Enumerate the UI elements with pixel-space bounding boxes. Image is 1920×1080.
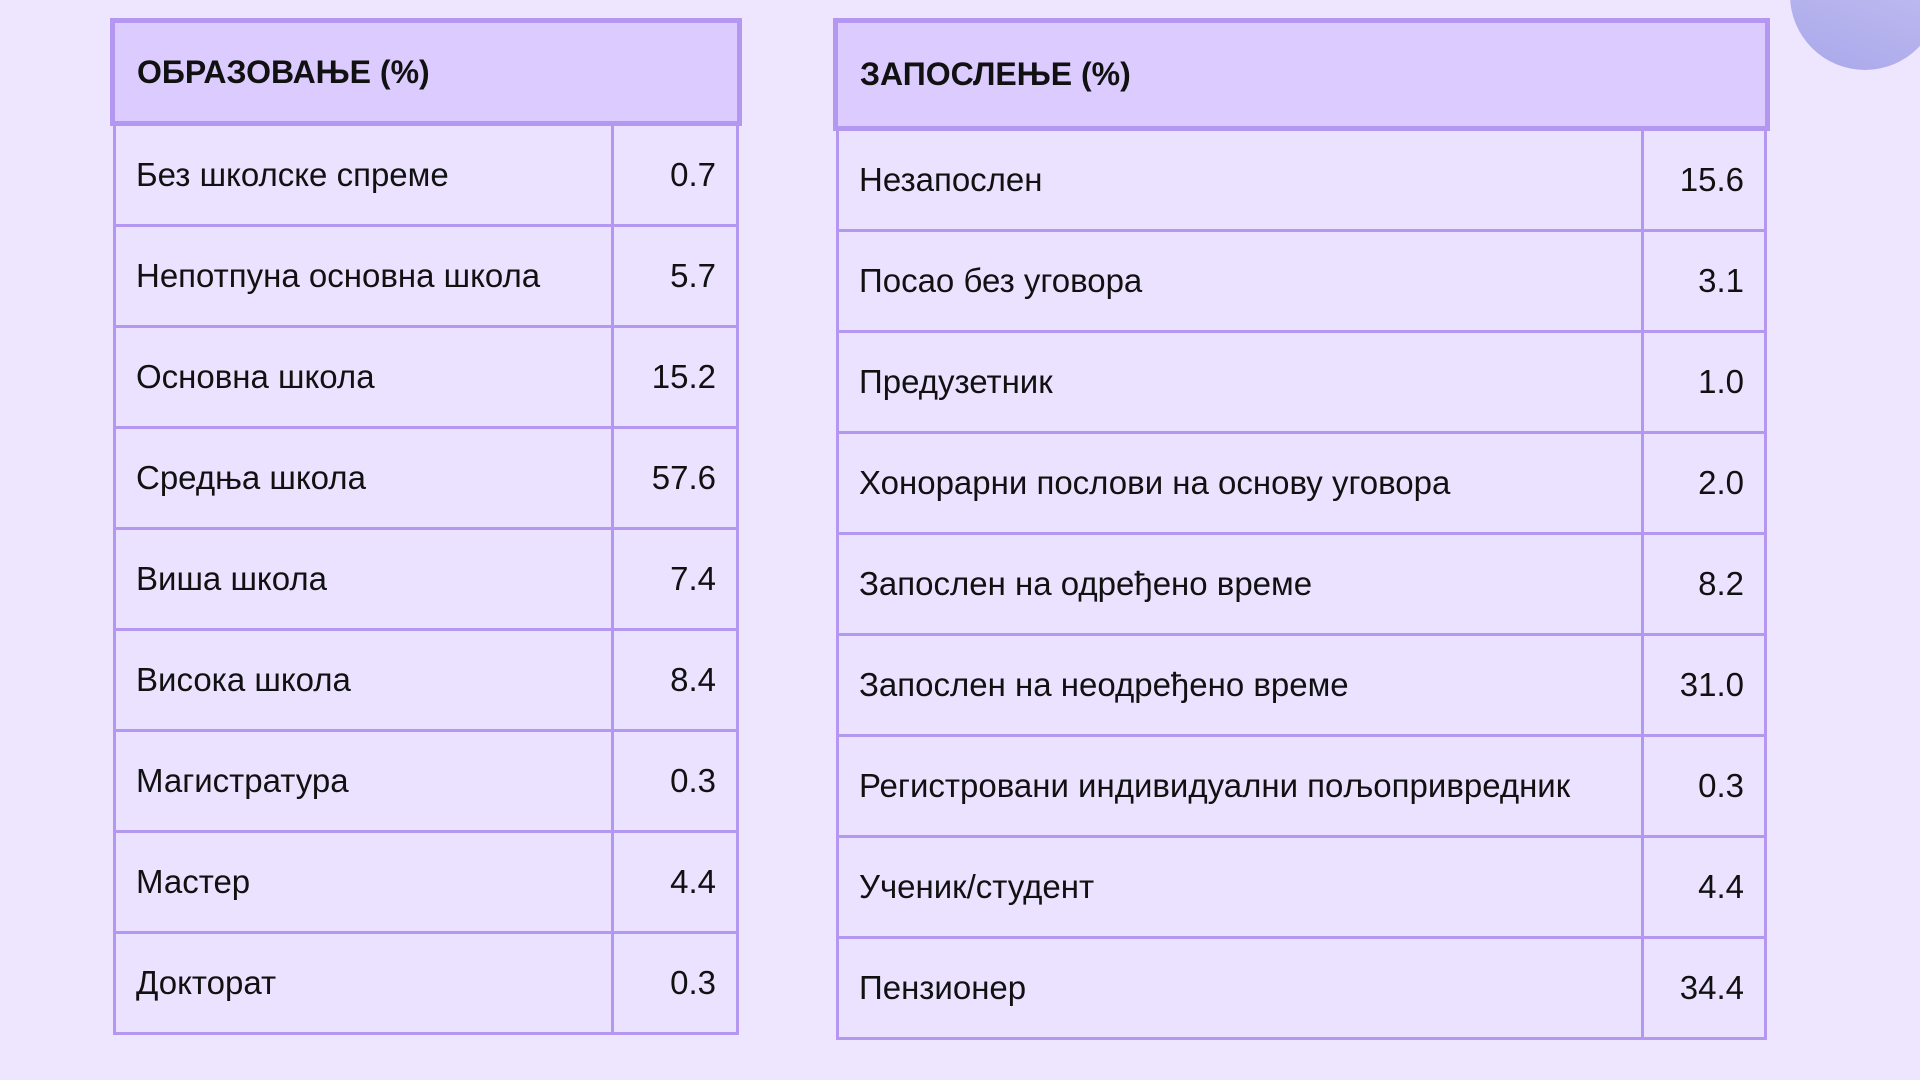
row-label: Мастер xyxy=(116,833,614,931)
row-label: Виша школа xyxy=(116,530,614,628)
row-label: Регистровани индивидуални пољопривредник xyxy=(839,737,1644,835)
table-row: Пензионер 34.4 xyxy=(839,936,1764,1037)
row-value: 8.4 xyxy=(670,661,716,698)
table-row: Незапослен 15.6 xyxy=(839,131,1764,229)
row-label: Пензионер xyxy=(839,939,1644,1037)
row-label: Хонорарни послови на основу уговора xyxy=(839,434,1644,532)
row-label: Основна школа xyxy=(116,328,614,426)
row-label: Без школске спреме xyxy=(116,126,614,224)
row-label: Висока школа xyxy=(116,631,614,729)
employment-table: ЗАПОСЛЕЊЕ (%) Незапослен 15.6 Посао без уго… xyxy=(833,18,1770,1040)
table-row: Мастер 4.4 xyxy=(116,830,736,931)
table-row: Средња школа 57.6 xyxy=(116,426,736,527)
table-row: Запослен на неодређено време 31.0 xyxy=(839,633,1764,734)
row-value: 1.0 xyxy=(1698,363,1744,400)
row-label: Непотпуна основна школа xyxy=(116,227,614,325)
row-label: Посао без уговора xyxy=(839,232,1644,330)
table-row: Посао без уговора 3.1 xyxy=(839,229,1764,330)
row-value: 4.4 xyxy=(1698,868,1744,905)
row-value: 8.2 xyxy=(1698,565,1744,602)
row-label: Запослен на неодређено време xyxy=(839,636,1644,734)
row-value: 5.7 xyxy=(670,257,716,294)
row-value: 3.1 xyxy=(1698,262,1744,299)
table-row: Без школске спреме 0.7 xyxy=(116,126,736,224)
row-value: 7.4 xyxy=(670,560,716,597)
row-value: 0.3 xyxy=(670,964,716,1001)
row-value: 0.7 xyxy=(670,156,716,193)
row-value: 57.6 xyxy=(651,459,716,496)
row-value: 15.6 xyxy=(1679,161,1744,198)
table-row: Регистровани индивидуални пољопривредник… xyxy=(839,734,1764,835)
row-value: 34.4 xyxy=(1679,969,1744,1006)
table-header: ЗАПОСЛЕЊЕ (%) xyxy=(833,18,1770,131)
row-value: 2.0 xyxy=(1698,464,1744,501)
table-row: Основна школа 15.2 xyxy=(116,325,736,426)
education-table: ОБРАЗОВАЊЕ (%) Без школске спреме 0.7 Непот… xyxy=(110,18,742,1035)
table-row: Предузетник 1.0 xyxy=(839,330,1764,431)
table-row: Докторат 0.3 xyxy=(116,931,736,1032)
row-value: 0.3 xyxy=(1698,767,1744,804)
row-label: Незапослен xyxy=(839,131,1644,229)
row-label: Докторат xyxy=(116,934,614,1032)
row-label: Средња школа xyxy=(116,429,614,527)
row-value: 0.3 xyxy=(670,762,716,799)
row-label: Предузетник xyxy=(839,333,1644,431)
table-row: Висока школа 8.4 xyxy=(116,628,736,729)
row-value: 15.2 xyxy=(651,358,716,395)
table-row: Виша школа 7.4 xyxy=(116,527,736,628)
row-value: 4.4 xyxy=(670,863,716,900)
table-row: Хонорарни послови на основу уговора 2.0 xyxy=(839,431,1764,532)
table-row: Магистратура 0.3 xyxy=(116,729,736,830)
table-body: Без школске спреме 0.7 Непотпуна основна ш… xyxy=(113,126,739,1035)
row-label: Магистратура xyxy=(116,732,614,830)
table-row: Запослен на одређено време 8.2 xyxy=(839,532,1764,633)
row-value: 31.0 xyxy=(1679,666,1744,703)
table-row: Непотпуна основна школа 5.7 xyxy=(116,224,736,325)
table-header: ОБРАЗОВАЊЕ (%) xyxy=(110,18,742,126)
row-label: Запослен на одређено време xyxy=(839,535,1644,633)
decoration-circle xyxy=(1790,0,1920,70)
table-row: Ученик/студент 4.4 xyxy=(839,835,1764,936)
table-body: Незапослен 15.6 Посао без уговора 3.1 Предуз… xyxy=(836,131,1767,1040)
row-label: Ученик/студент xyxy=(839,838,1644,936)
